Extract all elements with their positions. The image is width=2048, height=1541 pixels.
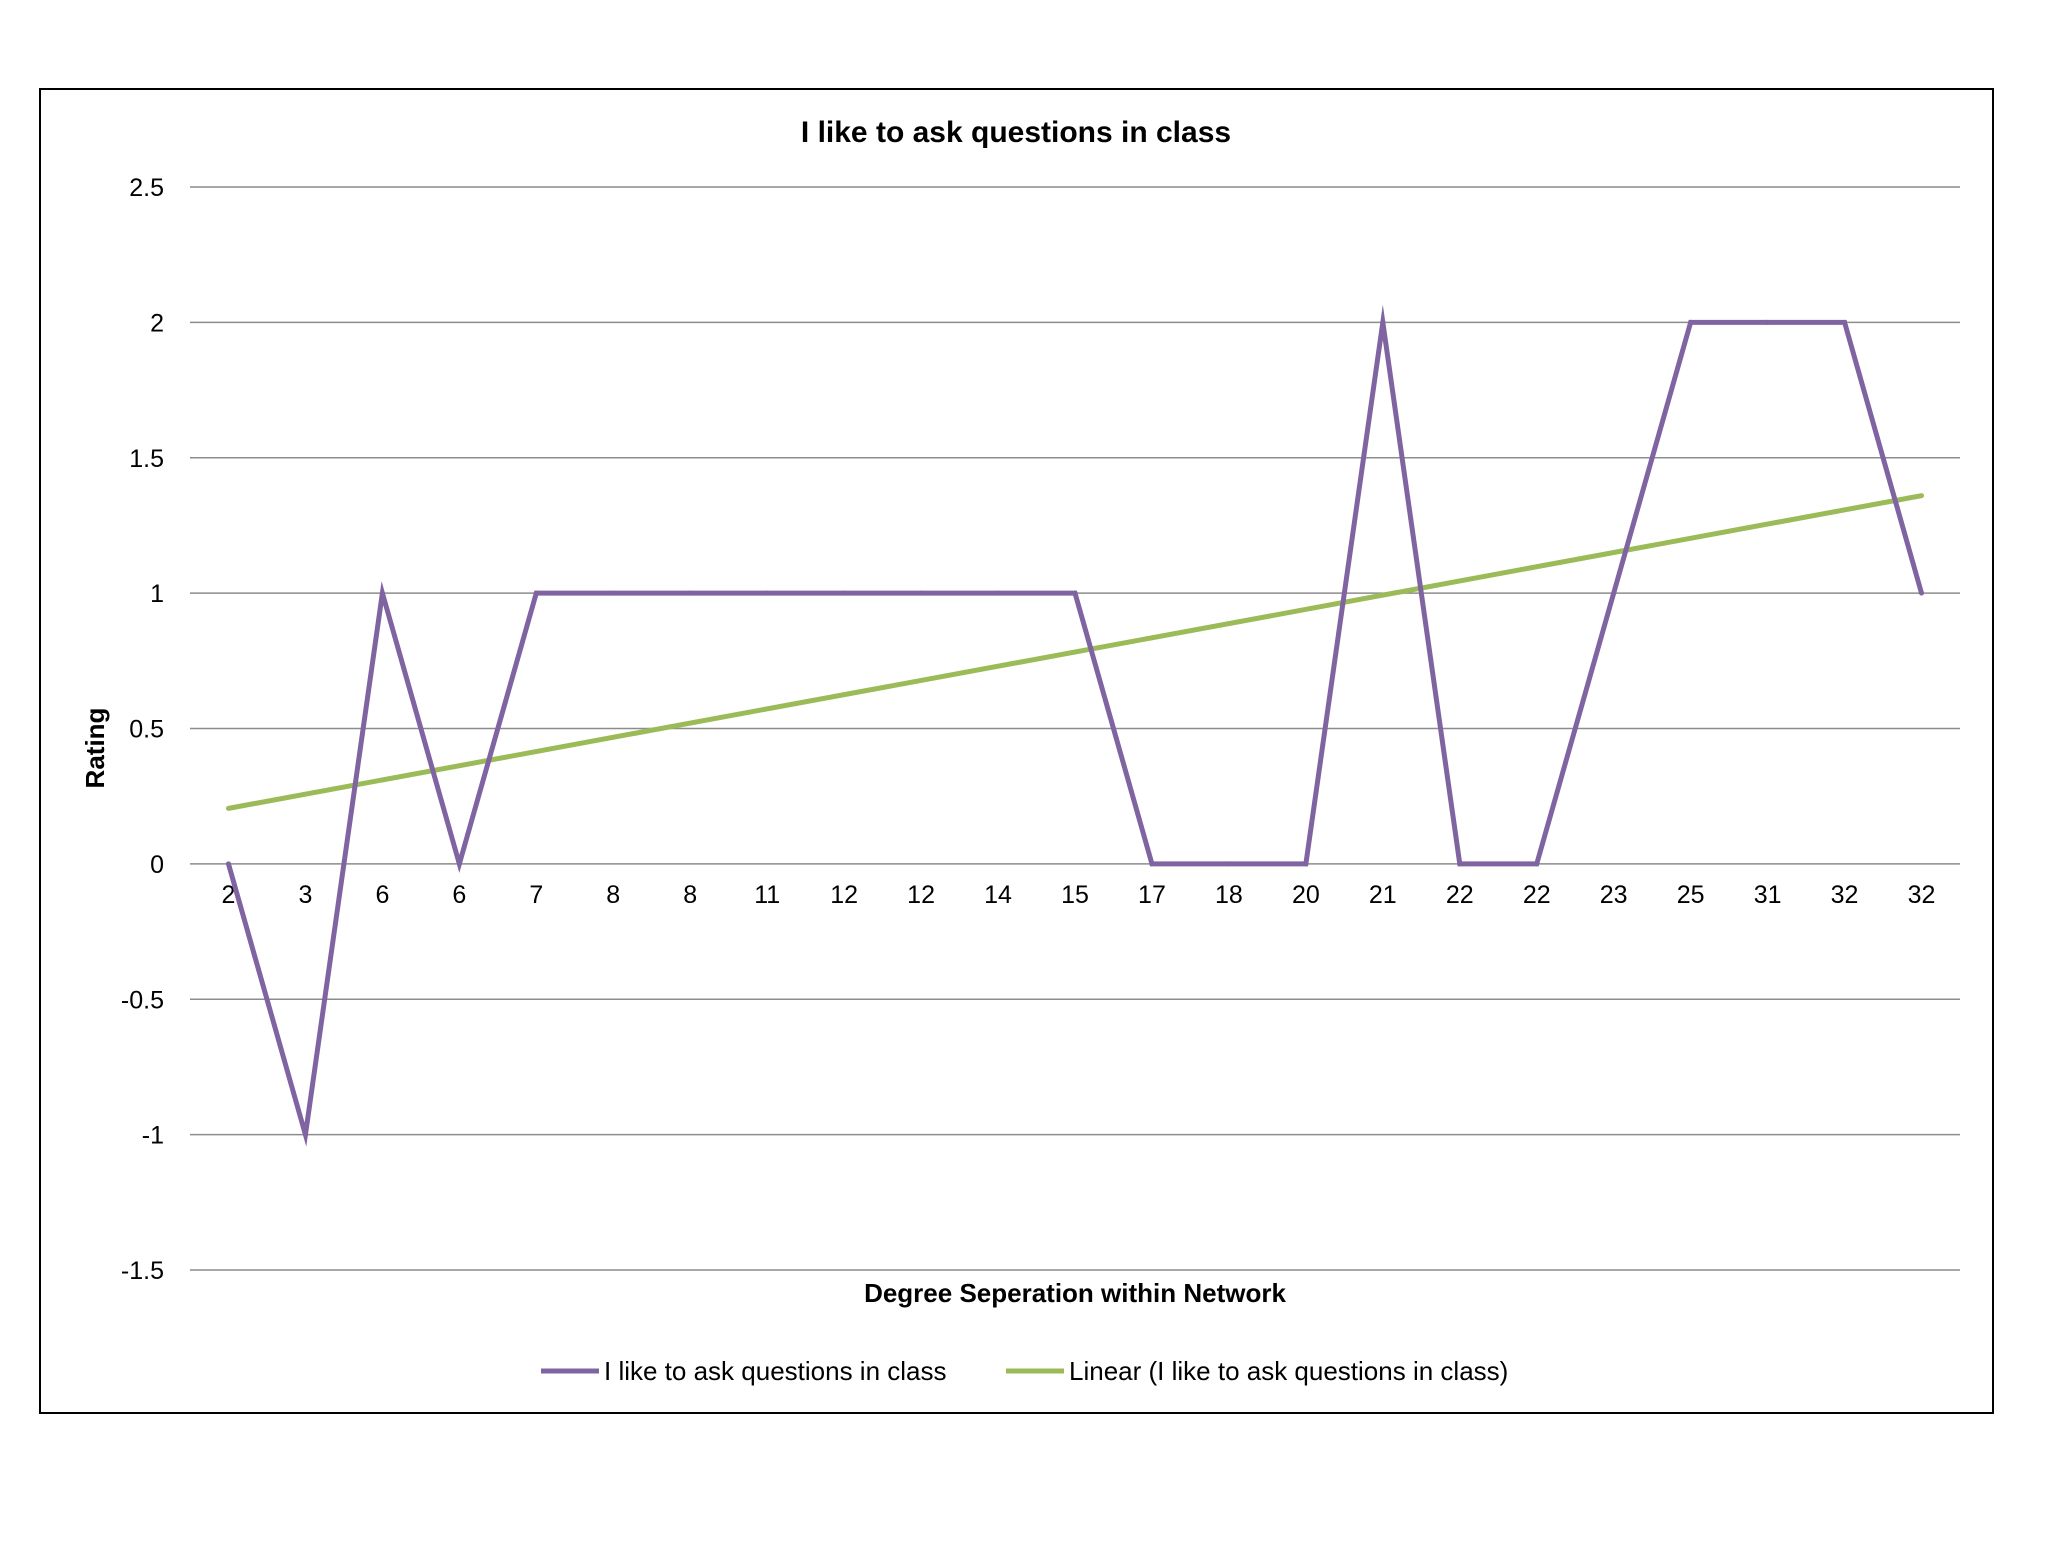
legend: I like to ask questions in class Linear … <box>541 1356 1508 1386</box>
x-tick-label: 17 <box>1138 881 1166 909</box>
y-tick-label: 0.5 <box>129 716 164 744</box>
x-tick-label: 25 <box>1677 881 1705 909</box>
x-axis-title: Degree Seperation within Network <box>864 1278 1286 1308</box>
x-tick-label: 8 <box>683 881 697 909</box>
trendline-linear <box>225 493 1925 811</box>
y-axis-title: Rating <box>80 708 110 789</box>
x-tick-label: 8 <box>606 881 620 909</box>
x-tick-label: 6 <box>375 881 389 909</box>
data-point <box>841 590 847 596</box>
data-point <box>1072 590 1078 596</box>
data-point <box>1611 590 1617 596</box>
x-tick-label: 15 <box>1061 881 1089 909</box>
legend-label-trendline: Linear (I like to ask questions in class… <box>1069 1356 1508 1386</box>
data-point <box>302 1132 308 1138</box>
data-point <box>1380 319 1386 325</box>
y-tick-label: -0.5 <box>121 986 164 1014</box>
x-tick-label: 11 <box>754 881 780 909</box>
y-tick-label: 0 <box>150 851 164 879</box>
series-layer <box>225 304 1925 1147</box>
data-point <box>225 861 231 867</box>
x-tick-label: 21 <box>1369 881 1397 909</box>
data-point <box>1842 319 1848 325</box>
data-point <box>1303 861 1309 867</box>
y-tick-label: 2.5 <box>129 174 164 202</box>
x-axis-ticks: 2 3 6 6 7 8 8 11 12 12 14 15 17 18 20 21 22 22 23 25 31 32 32 <box>222 881 1936 909</box>
data-point <box>1226 861 1232 867</box>
x-tick-label: 18 <box>1215 881 1243 909</box>
data-point <box>1457 861 1463 867</box>
data-point <box>995 590 1001 596</box>
x-tick-label: 2 <box>222 881 236 909</box>
data-point <box>1688 319 1694 325</box>
y-axis-ticks: -1.5 -1 -0.5 0 0.5 1 1.5 2 2.5 <box>121 174 164 1285</box>
x-tick-label: 32 <box>1908 881 1936 909</box>
data-point <box>533 590 539 596</box>
data-point <box>918 590 924 596</box>
data-point <box>1919 590 1925 596</box>
x-tick-label: 22 <box>1446 881 1474 909</box>
x-tick-label: 23 <box>1600 881 1628 909</box>
data-point <box>1534 861 1540 867</box>
legend-label-series: I like to ask questions in class <box>604 1356 947 1386</box>
y-tick-label: 1.5 <box>129 445 164 473</box>
y-tick-label: -1.5 <box>121 1257 164 1285</box>
x-tick-label: 12 <box>907 881 935 909</box>
x-tick-label: 31 <box>1754 881 1782 909</box>
data-point <box>1765 319 1771 325</box>
data-point <box>1149 861 1155 867</box>
y-tick-label: 2 <box>150 309 164 337</box>
x-tick-label: 22 <box>1523 881 1551 909</box>
x-tick-label: 6 <box>452 881 466 909</box>
data-point <box>687 590 693 596</box>
x-tick-label: 3 <box>298 881 312 909</box>
x-tick-label: 7 <box>529 881 543 909</box>
chart-title: I like to ask questions in class <box>801 116 1231 149</box>
x-tick-label: 32 <box>1831 881 1859 909</box>
data-point <box>764 590 770 596</box>
x-tick-label: 20 <box>1292 881 1320 909</box>
y-tick-label: -1 <box>142 1122 164 1150</box>
x-tick-label: 12 <box>830 881 858 909</box>
data-point <box>610 590 616 596</box>
chart-border <box>39 88 1994 1414</box>
data-point <box>456 861 462 867</box>
x-tick-label: 14 <box>984 881 1012 909</box>
data-point <box>379 590 385 596</box>
y-tick-label: 1 <box>150 580 164 608</box>
